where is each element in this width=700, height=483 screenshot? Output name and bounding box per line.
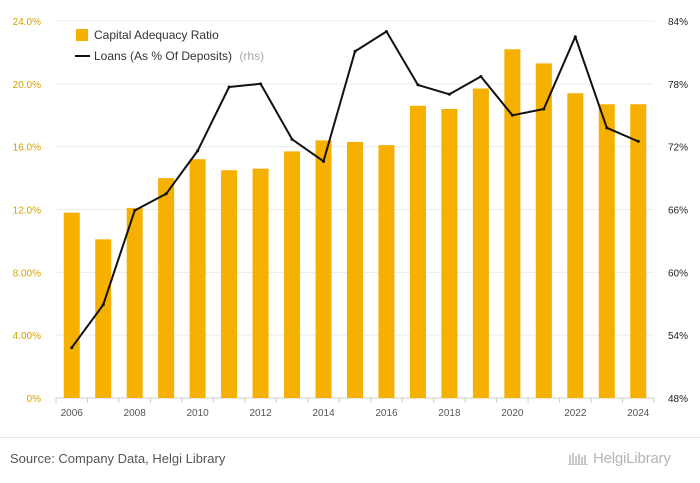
x-tick-label: 2008 (124, 408, 147, 419)
source-note: Source: Company Data, Helgi Library (10, 451, 226, 466)
x-tick-label: 2022 (564, 408, 587, 419)
right-tick-label: 60% (668, 268, 688, 279)
legend-swatch-bar (76, 29, 88, 41)
bar[interactable] (347, 141, 363, 398)
bar[interactable] (284, 151, 301, 398)
right-tick-label: 72% (668, 143, 688, 154)
line-point[interactable] (605, 126, 609, 130)
bar[interactable] (504, 49, 521, 399)
x-tick-label: 2016 (375, 408, 398, 419)
line-point[interactable] (510, 113, 514, 117)
brand-text: HelgiLibrary (593, 450, 671, 467)
x-tick-label: 2012 (249, 408, 272, 419)
bar[interactable] (189, 159, 206, 398)
x-tick-label: 2014 (312, 408, 335, 419)
bar[interactable] (63, 212, 80, 398)
bar[interactable] (441, 108, 458, 398)
line-point[interactable] (636, 139, 640, 143)
x-tick-label: 2006 (61, 408, 84, 419)
line-point[interactable] (384, 29, 388, 33)
x-tick-label: 2024 (627, 408, 650, 419)
bar[interactable] (630, 104, 647, 399)
line-point[interactable] (573, 35, 577, 39)
line-point[interactable] (101, 303, 105, 307)
bar[interactable] (535, 63, 552, 398)
left-tick-label: 8.00% (13, 268, 41, 279)
line-point[interactable] (447, 92, 451, 96)
left-axis-ticks: 0% 4.00% 8.00% 12.0% 16.0% 20.0% 24.0% (13, 17, 41, 405)
bar[interactable] (598, 104, 615, 399)
right-axis-ticks: 48% 54% 60% 66% 72% 78% 84% (668, 17, 688, 405)
legend-label-line: Loans (As % Of Deposits) (94, 49, 232, 63)
line-point[interactable] (416, 83, 420, 87)
left-tick-label: 16.0% (13, 143, 41, 154)
line-point[interactable] (70, 346, 74, 350)
bar[interactable] (567, 93, 584, 398)
line-point[interactable] (196, 149, 200, 153)
legend: Capital Adequacy Ratio Loans (As % Of De… (75, 28, 264, 63)
bar[interactable] (409, 105, 426, 398)
chart: 0% 4.00% 8.00% 12.0% 16.0% 20.0% 24.0% 48% 54% 6… (13, 17, 688, 419)
x-tick-label: 2010 (187, 408, 210, 419)
line-point[interactable] (164, 192, 168, 196)
line-point[interactable] (542, 107, 546, 111)
bar[interactable] (378, 145, 395, 398)
right-tick-label: 84% (668, 17, 688, 28)
footer-divider (0, 437, 700, 438)
bar[interactable] (315, 140, 332, 398)
svg-text:Loans (As % Of Deposits): Loans (As % Of Deposits) (rhs) (94, 49, 264, 63)
bar[interactable] (472, 88, 489, 398)
bar[interactable] (158, 178, 175, 398)
legend-label-bar: Capital Adequacy Ratio (94, 28, 219, 42)
x-tick-label: 2018 (438, 408, 461, 419)
line-series (70, 29, 640, 350)
line-point[interactable] (227, 85, 231, 89)
bar-series (63, 49, 647, 399)
library-icon (568, 453, 588, 465)
bar[interactable] (95, 239, 112, 398)
bar[interactable] (221, 170, 238, 398)
left-tick-label: 24.0% (13, 17, 41, 28)
bar[interactable] (252, 168, 269, 398)
left-tick-label: 20.0% (13, 80, 41, 91)
left-tick-label: 0% (27, 394, 42, 405)
right-tick-label: 66% (668, 206, 688, 217)
right-tick-label: 54% (668, 331, 688, 342)
line-point[interactable] (133, 209, 137, 213)
right-tick-label: 48% (668, 394, 688, 405)
left-tick-label: 12.0% (13, 206, 41, 217)
line-point[interactable] (259, 82, 263, 86)
left-tick-label: 4.00% (13, 331, 41, 342)
line-point[interactable] (322, 159, 326, 163)
line-point[interactable] (290, 137, 294, 141)
line-point[interactable] (479, 75, 483, 79)
x-axis-ticks: 2006 2008 2010 2012 2014 2016 2018 2020 2022 2024 (55, 398, 655, 419)
line-point[interactable] (353, 49, 357, 53)
x-tick-label: 2020 (501, 408, 524, 419)
right-tick-label: 78% (668, 80, 688, 91)
bar[interactable] (126, 207, 143, 398)
brand-logo[interactable]: HelgiLibrary (568, 450, 671, 467)
legend-label-rhs: (rhs) (239, 49, 264, 63)
